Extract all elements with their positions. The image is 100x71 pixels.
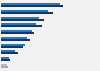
Bar	[0, 46, 23, 48]
Bar	[0, 57, 9, 59]
Bar	[0, 3, 60, 5]
Bar	[0, 12, 53, 14]
Bar	[0, 50, 15, 52]
Bar	[0, 52, 18, 54]
Bar	[0, 17, 39, 19]
Bar	[0, 19, 44, 21]
Bar	[0, 25, 42, 27]
Bar	[0, 39, 30, 41]
Bar	[0, 5, 63, 7]
Bar	[0, 32, 34, 34]
Bar	[0, 44, 25, 46]
Bar	[0, 64, 7, 66]
Bar	[0, 10, 48, 12]
Bar	[0, 30, 32, 32]
Bar	[0, 37, 27, 39]
Bar	[0, 59, 10, 61]
Bar	[0, 66, 8, 68]
Bar	[0, 23, 36, 25]
